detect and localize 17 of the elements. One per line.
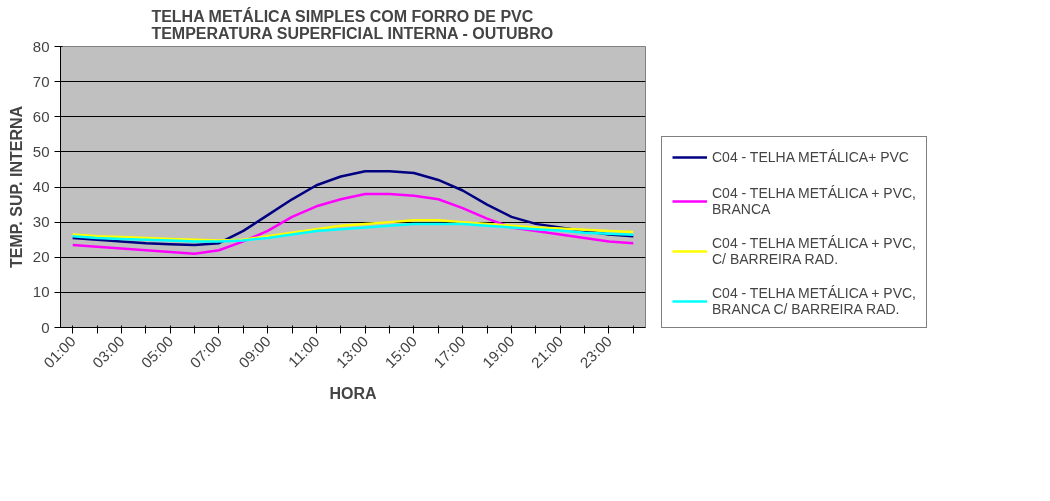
y-axis-title: TEMP. SUP. INTERNA	[7, 105, 25, 269]
y-tick-label: 30	[32, 213, 50, 231]
legend-label: C04 - TELHA METÁLICA+ PVC	[712, 147, 909, 166]
legend-label: C04 - TELHA METÁLICA + PVC, C/ BARREIRA RAD.	[712, 234, 916, 267]
y-tick-label: 20	[32, 248, 50, 266]
legend-label: C04 - TELHA METÁLICA + PVC, BRANCA	[712, 184, 916, 217]
y-tick-label: 80	[32, 37, 50, 55]
chart-title: TELHA METÁLICA SIMPLES COM FORRO DE PVC TEMPERATURA SUPERFICIAL INTERNA - OUTUBRO	[151, 6, 554, 42]
y-tick-label: 0	[41, 318, 50, 336]
y-tick-label: 50	[32, 142, 50, 160]
y-tick-label: 60	[32, 107, 50, 125]
x-axis-title: HORA	[329, 385, 377, 403]
y-tick-label: 70	[32, 72, 50, 90]
line-series	[71, 192, 635, 255]
y-tick-label: 10	[32, 283, 50, 301]
y-tick-label: 40	[32, 178, 50, 195]
legend-label: C04 - TELHA METÁLICA + PVC, BRANCA C/ BARREIRA RAD.	[712, 284, 916, 317]
